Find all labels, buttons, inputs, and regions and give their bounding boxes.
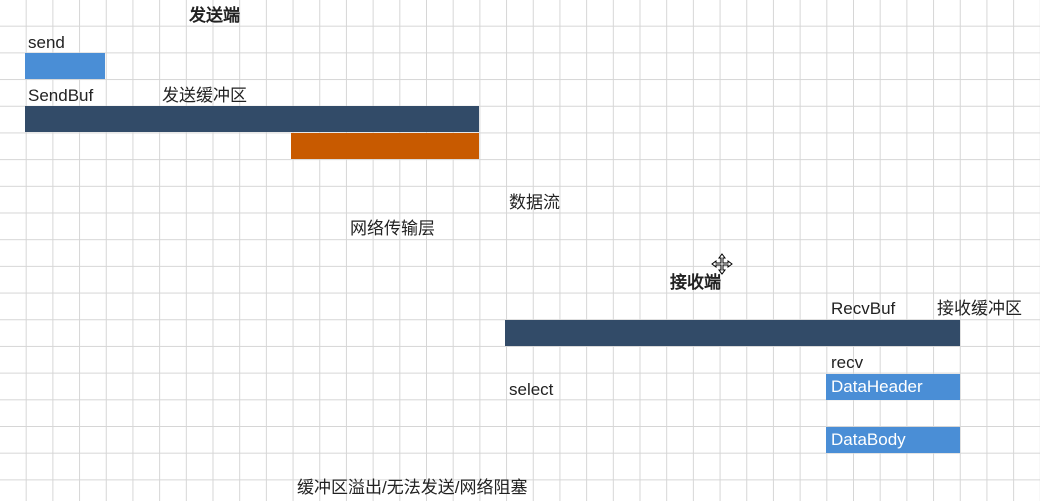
data-body-label: DataBody — [831, 430, 906, 449]
overflow-note: 缓冲区溢出/无法发送/网络阻塞 — [297, 478, 528, 497]
recvbuf-desc: 接收缓冲区 — [937, 299, 1022, 318]
data-header-block: DataHeader — [826, 374, 960, 400]
sender-title: 发送端 — [189, 6, 240, 25]
network-layer-label: 网络传输层 — [350, 219, 435, 238]
sendbuf-label: SendBuf — [28, 86, 94, 105]
data-header-label: DataHeader — [831, 377, 923, 396]
recvbuf-bar — [505, 320, 960, 346]
sendbuf-desc: 发送缓冲区 — [162, 86, 247, 105]
move-cursor-icon — [711, 253, 733, 275]
send-block — [25, 53, 105, 79]
recv-label: recv — [831, 353, 864, 372]
recvbuf-label: RecvBuf — [831, 299, 896, 318]
sendbuf-bar — [25, 106, 479, 132]
send-label: send — [28, 33, 65, 52]
data-body-block: DataBody — [826, 427, 960, 453]
data-stream-label: 数据流 — [509, 193, 560, 212]
receiver-title: 接收端 — [670, 273, 721, 292]
overflow-block — [291, 133, 479, 159]
select-label: select — [509, 380, 554, 399]
